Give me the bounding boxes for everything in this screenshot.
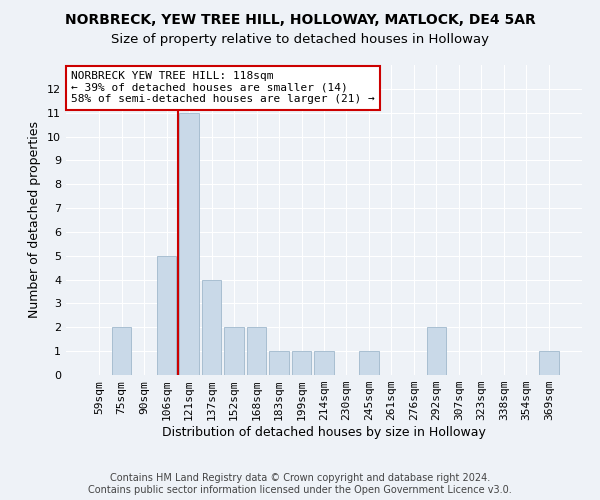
Y-axis label: Number of detached properties: Number of detached properties [28, 122, 41, 318]
Bar [539, 351, 559, 375]
Text: NORBRECK, YEW TREE HILL, HOLLOWAY, MATLOCK, DE4 5AR: NORBRECK, YEW TREE HILL, HOLLOWAY, MATLO… [65, 12, 535, 26]
Bar [247, 328, 266, 375]
Bar [314, 351, 334, 375]
Bar [292, 351, 311, 375]
Bar [359, 351, 379, 375]
Bar [269, 351, 289, 375]
Text: Contains HM Land Registry data © Crown copyright and database right 2024.
Contai: Contains HM Land Registry data © Crown c… [88, 474, 512, 495]
Bar [427, 328, 446, 375]
Bar [157, 256, 176, 375]
Bar [112, 328, 131, 375]
X-axis label: Distribution of detached houses by size in Holloway: Distribution of detached houses by size … [162, 426, 486, 439]
Text: Size of property relative to detached houses in Holloway: Size of property relative to detached ho… [111, 32, 489, 46]
Bar [202, 280, 221, 375]
Text: NORBRECK YEW TREE HILL: 118sqm
← 39% of detached houses are smaller (14)
58% of : NORBRECK YEW TREE HILL: 118sqm ← 39% of … [71, 71, 375, 104]
Bar [224, 328, 244, 375]
Bar [179, 112, 199, 375]
